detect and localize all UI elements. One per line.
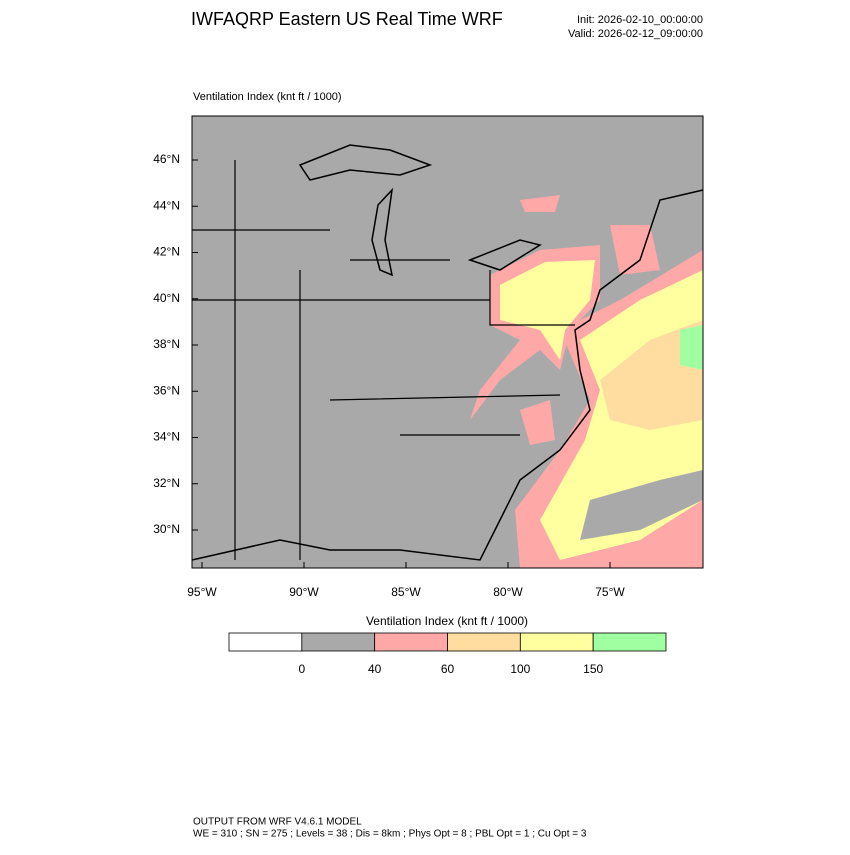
- lat-label: 32°N: [153, 476, 180, 490]
- footer-line: WE = 310 ; SN = 275 ; Levels = 38 ; Dis …: [193, 829, 587, 840]
- title: IWFAQRP Eastern US Real Time WRF: [191, 9, 503, 29]
- land-field: [500, 260, 595, 360]
- ocean-field: [680, 325, 703, 370]
- state-borders: [192, 160, 575, 560]
- map-frame: [191, 115, 704, 569]
- lon-label: 90°W: [289, 585, 319, 599]
- colorbar-tick-label: 150: [583, 662, 603, 676]
- map: [191, 115, 704, 569]
- lat-label: 36°N: [153, 383, 180, 397]
- colorbar-box: [519, 632, 594, 652]
- colorbar-title: Ventilation Index (knt ft / 1000): [366, 614, 528, 628]
- colorbar-tick-label: 0: [298, 662, 305, 676]
- lon-label: 75°W: [595, 585, 625, 599]
- colorbar-box: [447, 632, 521, 652]
- valid-time: Valid: 2026-02-12_09:00:00: [568, 28, 703, 40]
- lake: [298, 144, 433, 181]
- land-field: [520, 195, 560, 212]
- lat-label: 42°N: [153, 245, 180, 259]
- coastline: [191, 189, 704, 561]
- lat-label: 40°N: [153, 291, 180, 305]
- colorbar-box: [374, 632, 448, 652]
- ocean-field: [580, 470, 703, 540]
- lon-label: 80°W: [493, 585, 523, 599]
- panel-label: Ventilation Index (knt ft / 1000): [193, 91, 342, 103]
- lake: [467, 239, 542, 271]
- colorbar-tick-label: 40: [368, 662, 382, 676]
- init-time: Init: 2026-02-10_00:00:00: [577, 14, 703, 26]
- lon-label: 95°W: [187, 585, 217, 599]
- lat-label: 38°N: [153, 337, 180, 351]
- lat-label: 34°N: [153, 430, 180, 444]
- lat-label: 46°N: [153, 152, 180, 166]
- lon-label: 85°W: [391, 585, 421, 599]
- land-field: [520, 400, 555, 445]
- colorbar-box: [592, 632, 667, 652]
- lake: [371, 187, 394, 277]
- colorbar-box: [301, 632, 376, 652]
- colorbar-tick-label: 60: [441, 662, 455, 676]
- lat-label: 30°N: [153, 522, 180, 536]
- ocean-field: [600, 320, 703, 430]
- footer-line: OUTPUT FROM WRF V4.6.1 MODEL: [193, 817, 362, 828]
- colorbar-box: [228, 632, 303, 652]
- lat-label: 44°N: [153, 198, 180, 212]
- colorbar-tick-label: 100: [510, 662, 530, 676]
